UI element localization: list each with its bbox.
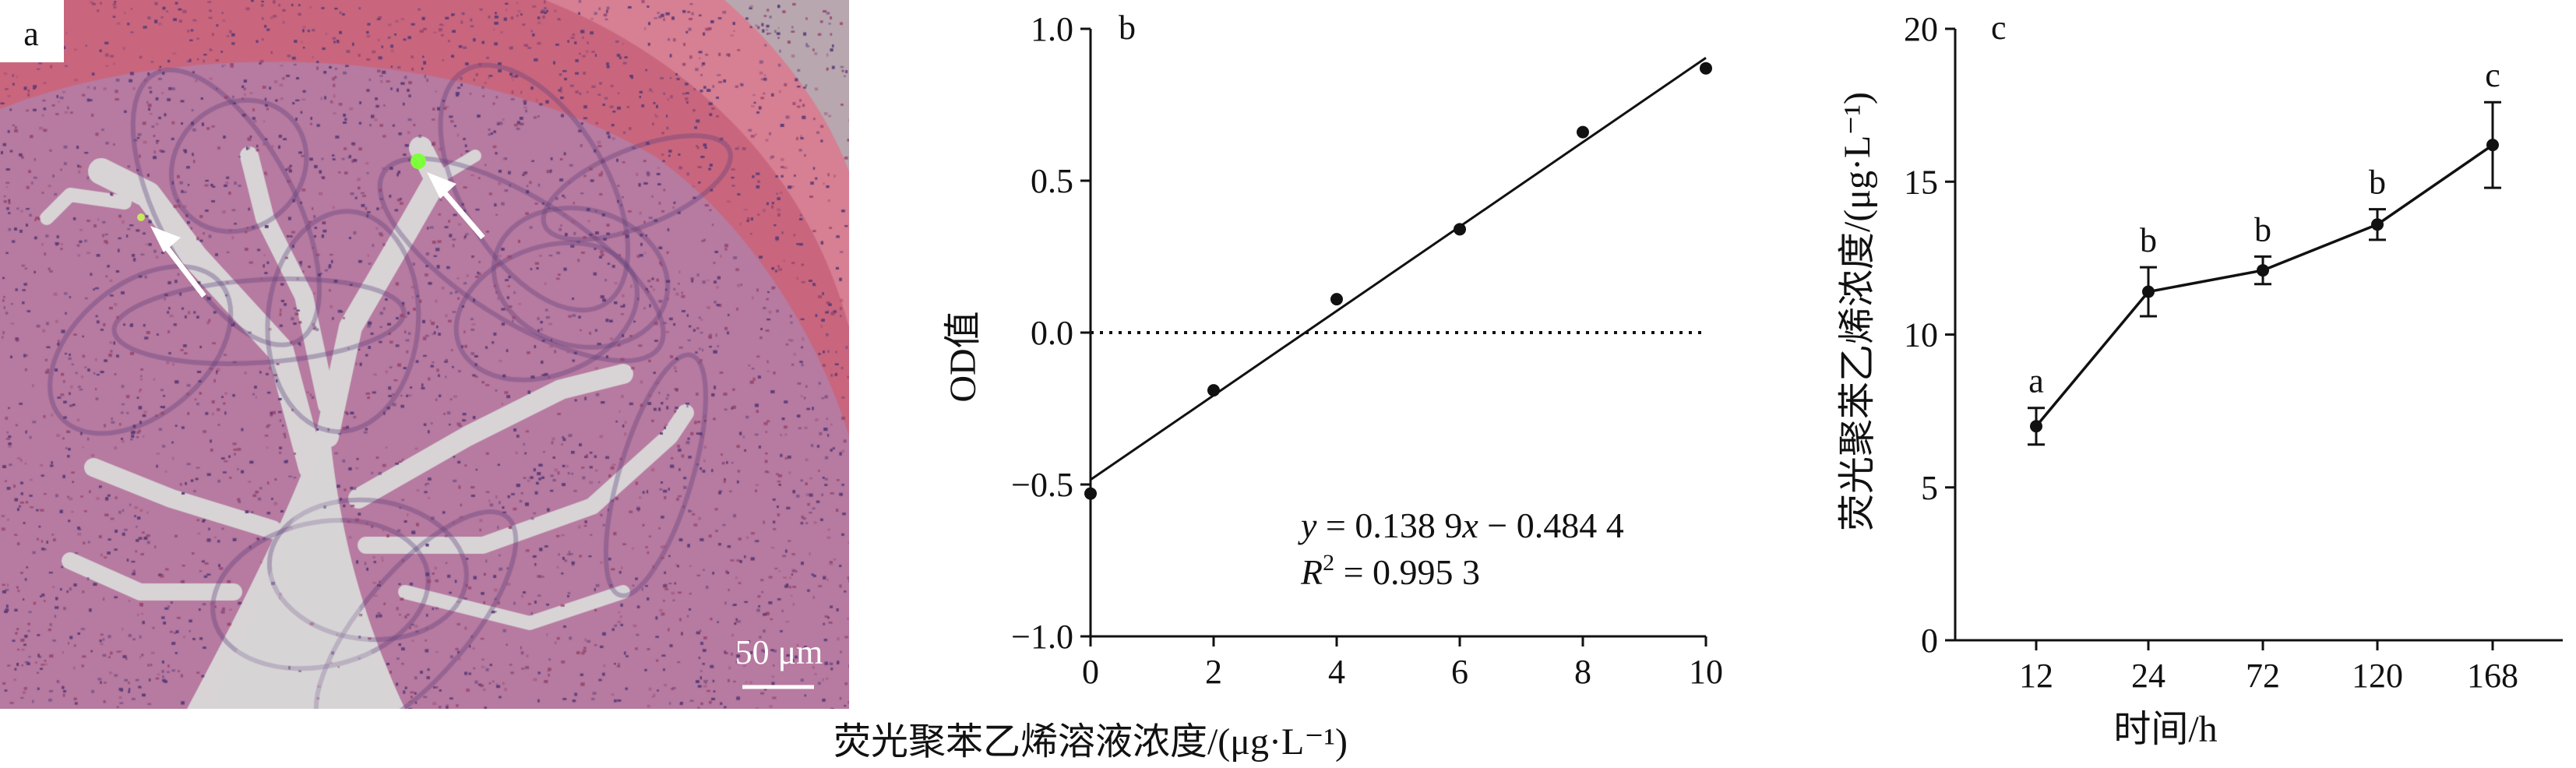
- x-tick-label: 0: [1082, 653, 1099, 691]
- panel-c-label: c: [1991, 9, 2007, 47]
- x-tick-label: 72: [2246, 657, 2280, 695]
- x-tick-label: 8: [1574, 653, 1591, 691]
- micrograph-overlay: a 50 μm: [0, 0, 823, 689]
- data-point: [1577, 125, 1589, 139]
- data-point: [1330, 293, 1343, 306]
- arrow-icon: [427, 172, 485, 240]
- panel-a-label: a: [23, 15, 39, 53]
- fit-equation: y = 0.138 9x − 0.484 4: [1298, 506, 1624, 545]
- significance-label: a: [2028, 362, 2044, 400]
- panel-b-label: b: [1119, 9, 1136, 47]
- x-axis-title: 荧光聚苯乙烯溶液浓度/(μg·L⁻¹): [833, 721, 1348, 763]
- time-course-chart: c 时间/h 荧光聚苯乙烯浓度/(μg·L⁻¹) 0 5 10 15 20 12 24 72 1…: [1837, 9, 2563, 750]
- series-line: [2035, 143, 2493, 428]
- x-tick-label: 24: [2131, 657, 2165, 695]
- x-tick-label: 12: [2019, 657, 2053, 695]
- y-tick-label: 20: [1904, 10, 1938, 48]
- significance-label: b: [2254, 210, 2271, 248]
- data-point: [2486, 139, 2499, 152]
- y-tick-label: 5: [1921, 469, 1938, 507]
- y-tick-label: 15: [1904, 163, 1938, 201]
- x-tick-label: 4: [1328, 653, 1345, 691]
- micrograph-panel: [0, 0, 849, 709]
- y-axis-title: 荧光聚苯乙烯浓度/(μg·L⁻¹): [1837, 92, 1878, 531]
- significance-label: b: [2369, 164, 2386, 202]
- significance-label: b: [2140, 221, 2157, 259]
- x-tick-label: 2: [1205, 653, 1222, 691]
- y-tick-label: 0.5: [1031, 162, 1073, 200]
- y-axis-title: OD值: [943, 311, 984, 402]
- arrow-icon: [150, 226, 206, 298]
- x-tick-label: 120: [2352, 657, 2403, 695]
- axis-frame: [1954, 29, 2563, 642]
- regression-line: [1090, 56, 1707, 481]
- data-point: [2371, 218, 2384, 231]
- data-point: [1700, 62, 1712, 75]
- panel-a-label-box: [0, 0, 64, 62]
- r-squared: R2 = 0.995 3: [1300, 550, 1480, 592]
- x-tick-label: 168: [2467, 657, 2518, 695]
- data-point: [2142, 285, 2155, 298]
- y-tick-label: 1.0: [1031, 10, 1073, 48]
- y-tick-label: −0.5: [1011, 466, 1073, 504]
- data-point: [1084, 487, 1097, 500]
- data-point: [1454, 223, 1466, 236]
- y-tick-label: 0.0: [1031, 314, 1073, 352]
- x-tick-label: 10: [1689, 653, 1723, 691]
- y-tick-label: 0: [1921, 622, 1938, 660]
- x-axis-title: 时间/h: [2113, 709, 2217, 750]
- x-tick-label: 6: [1451, 653, 1468, 691]
- scale-bar-label: 50 μm: [735, 633, 823, 671]
- data-point: [2030, 420, 2042, 433]
- micrograph-image: [0, 0, 849, 709]
- microplastic-marker: [411, 153, 426, 169]
- data-point: [1207, 384, 1220, 397]
- significance-label: c: [2485, 56, 2500, 94]
- od-calibration-chart: b 荧光聚苯乙烯溶液浓度/(μg·L⁻¹) OD值 y = 0.138 9x −…: [833, 9, 1723, 763]
- y-tick-label: −1.0: [1011, 618, 1073, 656]
- data-point: [2257, 264, 2269, 277]
- microplastic-marker: [137, 213, 145, 221]
- y-tick-label: 10: [1904, 316, 1938, 354]
